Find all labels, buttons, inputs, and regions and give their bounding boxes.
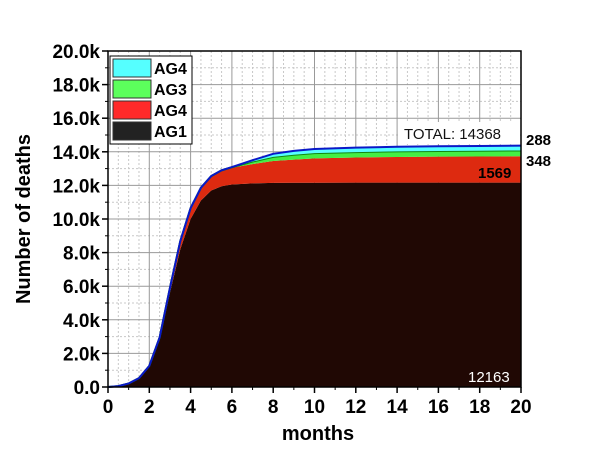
area-ag1-0: [108, 182, 521, 387]
x-tick-label: 0: [103, 397, 114, 418]
x-tick-label: 8: [268, 397, 279, 418]
legend-swatch: [112, 58, 152, 78]
series-end-label: 288: [526, 132, 551, 149]
y-tick-label: 6.0k: [63, 277, 100, 298]
areas: [107, 144, 522, 388]
y-axis-label: Number of deaths: [13, 134, 35, 304]
x-tick-label: 12: [345, 397, 366, 418]
x-tick-label: 18: [469, 397, 490, 418]
series-end-label: 12163: [468, 369, 510, 386]
y-tick-label: 12.0k: [52, 176, 100, 197]
x-tick-label: 16: [428, 397, 449, 418]
total-label: TOTAL: 14368: [404, 126, 501, 143]
legend-label: AG1: [154, 124, 187, 141]
legend: AG4 AG3 AG4 AG1: [109, 55, 193, 145]
legend-label: AG4: [154, 103, 187, 120]
axes: 0 2 4 6 8 10 12 14 16 18 20 0.0 2.0k 4.0k 6.0k 8.0k 10.0…: [52, 42, 531, 418]
y-tick-label: 2.0k: [63, 344, 100, 365]
x-tick-label: 2: [144, 397, 155, 418]
x-tick-label: 20: [510, 397, 531, 418]
legend-label: AG3: [154, 82, 187, 99]
y-tick-label: 14.0k: [52, 143, 100, 164]
total-annotation: TOTAL: 14368: [400, 122, 520, 144]
y-tick-label: 16.0k: [52, 109, 100, 130]
x-tick-label: 6: [227, 397, 238, 418]
y-tick-label: 18.0k: [52, 76, 100, 97]
legend-swatch: [112, 121, 152, 141]
x-tick-label: 4: [185, 397, 196, 418]
y-tick-label: 10.0k: [52, 210, 100, 231]
x-tick-label: 10: [304, 397, 325, 418]
series-end-label: 1569: [478, 165, 511, 182]
y-tick-label: 8.0k: [63, 244, 100, 265]
area-ag4-1: [108, 156, 521, 387]
x-axis-label: months: [282, 423, 354, 445]
x-tick-label: 14: [387, 397, 409, 418]
y-tick-label: 20.0k: [52, 42, 100, 63]
y-tick-label: 0.0: [74, 378, 100, 399]
series-end-label: 348: [526, 153, 551, 170]
area-edge-3: [107, 144, 522, 388]
y-tick-label: 4.0k: [63, 311, 100, 332]
series-end-labels: 12163 1569 348 288: [468, 132, 551, 386]
legend-swatch: [112, 79, 152, 99]
legend-label: AG4: [154, 61, 187, 78]
legend-swatch: [112, 100, 152, 120]
